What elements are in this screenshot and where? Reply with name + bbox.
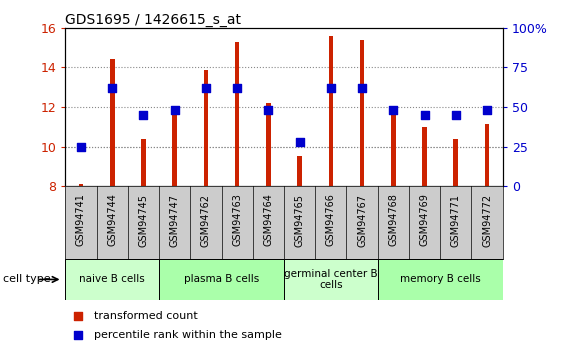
Text: transformed count: transformed count xyxy=(94,311,198,321)
FancyBboxPatch shape xyxy=(284,259,378,300)
Text: GSM94764: GSM94764 xyxy=(264,194,273,246)
Point xyxy=(74,313,83,319)
Point xyxy=(139,112,148,118)
Point xyxy=(483,107,492,113)
Text: GSM94763: GSM94763 xyxy=(232,194,242,246)
Text: plasma B cells: plasma B cells xyxy=(184,275,259,284)
Text: GSM94765: GSM94765 xyxy=(295,194,304,247)
Text: GSM94769: GSM94769 xyxy=(420,194,429,246)
FancyBboxPatch shape xyxy=(378,259,503,300)
Bar xyxy=(203,70,208,186)
Text: GSM94766: GSM94766 xyxy=(326,194,336,246)
FancyBboxPatch shape xyxy=(65,259,159,300)
Bar xyxy=(485,124,490,186)
Text: germinal center B
cells: germinal center B cells xyxy=(284,269,378,290)
Point xyxy=(233,85,242,91)
Point xyxy=(295,139,304,145)
Bar xyxy=(391,108,396,186)
Point xyxy=(76,144,86,149)
Text: memory B cells: memory B cells xyxy=(400,275,481,284)
Text: GSM94747: GSM94747 xyxy=(170,194,179,247)
Text: cell type: cell type xyxy=(3,275,51,284)
Bar xyxy=(266,103,271,186)
Bar xyxy=(78,184,83,186)
FancyBboxPatch shape xyxy=(159,259,284,300)
Point xyxy=(358,85,367,91)
Text: GSM94772: GSM94772 xyxy=(482,194,492,247)
Bar xyxy=(110,59,115,186)
Text: GSM94741: GSM94741 xyxy=(76,194,86,246)
Point xyxy=(264,107,273,113)
Text: GDS1695 / 1426615_s_at: GDS1695 / 1426615_s_at xyxy=(65,12,241,27)
Bar xyxy=(328,36,333,186)
Point xyxy=(108,85,117,91)
Bar xyxy=(141,139,146,186)
Text: GSM94745: GSM94745 xyxy=(139,194,148,247)
Point xyxy=(170,107,179,113)
Bar xyxy=(235,42,240,186)
Text: GSM94768: GSM94768 xyxy=(389,194,398,246)
Bar xyxy=(172,111,177,186)
Point xyxy=(326,85,335,91)
Text: GSM94767: GSM94767 xyxy=(357,194,367,247)
Text: GSM94762: GSM94762 xyxy=(201,194,211,247)
Point xyxy=(74,332,83,337)
Point xyxy=(202,85,211,91)
Text: GSM94744: GSM94744 xyxy=(107,194,117,246)
Bar xyxy=(422,127,427,186)
Text: GSM94771: GSM94771 xyxy=(451,194,461,247)
Bar xyxy=(297,156,302,186)
Bar xyxy=(360,40,365,186)
Bar xyxy=(453,139,458,186)
Text: naive B cells: naive B cells xyxy=(80,275,145,284)
Point xyxy=(451,112,460,118)
Point xyxy=(389,107,398,113)
Text: percentile rank within the sample: percentile rank within the sample xyxy=(94,330,282,339)
Point xyxy=(420,112,429,118)
